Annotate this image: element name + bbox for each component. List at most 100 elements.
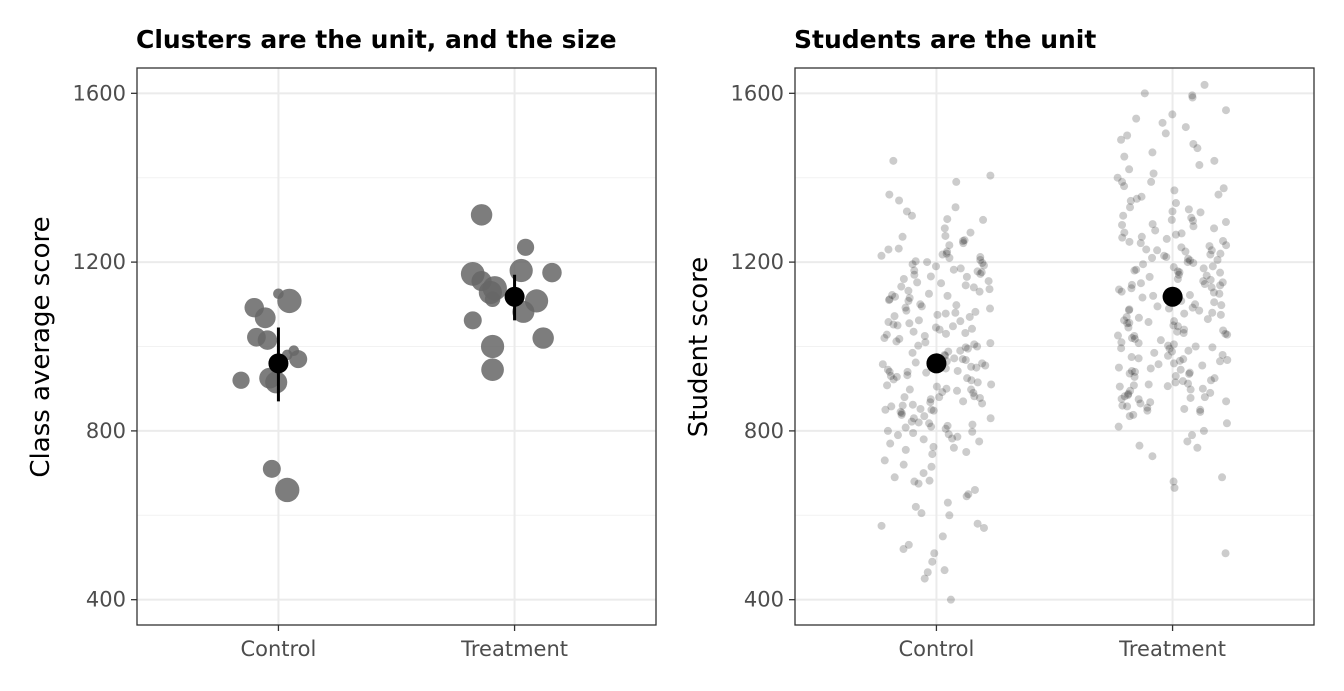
student-point	[979, 523, 988, 532]
student-point	[914, 341, 923, 350]
student-point	[920, 412, 929, 421]
student-point	[1173, 267, 1182, 276]
student-point	[1169, 340, 1178, 349]
panel-title: Students are the unit	[794, 25, 1096, 54]
student-point	[978, 399, 987, 408]
student-point	[1199, 277, 1208, 286]
student-point	[940, 566, 949, 575]
student-point	[1147, 177, 1156, 186]
student-point	[970, 485, 979, 494]
student-point	[1125, 237, 1134, 246]
student-point	[943, 291, 952, 300]
student-point	[904, 296, 913, 305]
panel-right: Students are the unit 400 800 1200 1600 Cont…	[684, 25, 1315, 661]
student-point	[1150, 348, 1159, 357]
student-point	[1125, 412, 1134, 421]
student-point	[1118, 401, 1127, 410]
student-point	[1218, 278, 1227, 287]
student-point	[1171, 230, 1180, 239]
axis-ticks: 400 800 1200 1600 Control Treatment	[731, 81, 1226, 661]
y-tick-label: 400	[86, 588, 126, 612]
student-point	[1127, 284, 1136, 293]
student-point	[1137, 232, 1146, 241]
student-point	[964, 490, 973, 499]
student-point	[893, 321, 902, 330]
student-point	[1208, 308, 1217, 317]
student-point	[893, 431, 902, 440]
student-point	[1126, 203, 1135, 212]
student-point	[948, 434, 957, 443]
cluster-point	[480, 334, 505, 359]
points	[232, 204, 562, 503]
student-point	[1210, 298, 1219, 307]
student-point	[1196, 208, 1205, 217]
student-point	[917, 302, 926, 311]
student-point	[1122, 312, 1131, 321]
x-tick-label: Control	[898, 637, 974, 661]
student-point	[1163, 382, 1172, 391]
student-point	[886, 372, 895, 381]
grid	[137, 68, 656, 625]
student-point	[1113, 173, 1122, 182]
student-point	[959, 239, 968, 248]
student-point	[962, 272, 971, 281]
student-point	[1218, 350, 1227, 359]
student-point	[1175, 356, 1184, 365]
student-point	[883, 426, 892, 435]
student-point	[1171, 378, 1180, 387]
student-point	[901, 303, 910, 312]
plot-frame	[794, 67, 1315, 626]
plot-frame	[136, 67, 657, 626]
cluster-point	[524, 289, 549, 313]
student-point	[1170, 317, 1179, 326]
student-point	[895, 196, 904, 205]
student-point	[945, 241, 954, 250]
student-point	[1118, 220, 1127, 229]
student-point	[975, 393, 984, 402]
student-point	[1125, 369, 1134, 378]
student-point	[1171, 372, 1180, 381]
student-point	[904, 286, 913, 295]
student-point	[926, 395, 935, 404]
student-point	[929, 406, 938, 415]
student-point	[969, 388, 978, 397]
student-point	[890, 312, 899, 321]
student-point	[1123, 391, 1132, 400]
student-point	[962, 492, 971, 501]
student-point	[927, 462, 936, 471]
student-point	[941, 424, 950, 433]
student-point	[903, 367, 912, 376]
student-point	[952, 301, 961, 310]
cluster-point	[265, 371, 288, 394]
student-point	[1223, 330, 1232, 339]
student-point	[1181, 247, 1190, 256]
student-point	[968, 420, 977, 429]
cluster-point	[262, 459, 281, 478]
student-point	[894, 244, 903, 253]
student-point	[1140, 89, 1149, 98]
student-point	[1118, 177, 1127, 186]
student-point	[1167, 215, 1176, 224]
student-point	[1123, 131, 1132, 140]
student-point	[923, 258, 932, 267]
student-point	[1177, 243, 1186, 252]
student-point	[1137, 192, 1146, 201]
student-point	[1193, 443, 1202, 452]
student-point	[969, 283, 978, 292]
student-point	[885, 295, 894, 304]
student-point	[1117, 338, 1126, 347]
student-point	[1187, 213, 1196, 222]
student-point	[888, 291, 897, 300]
student-point	[1124, 306, 1133, 315]
student-point	[1148, 220, 1157, 229]
student-point	[1136, 399, 1145, 408]
student-point	[935, 393, 944, 402]
student-point	[1132, 265, 1141, 274]
student-point	[1207, 246, 1216, 255]
student-point	[920, 331, 929, 340]
student-point	[1198, 384, 1207, 393]
student-point	[1165, 344, 1174, 353]
grid	[795, 68, 1314, 625]
student-point	[986, 339, 995, 348]
